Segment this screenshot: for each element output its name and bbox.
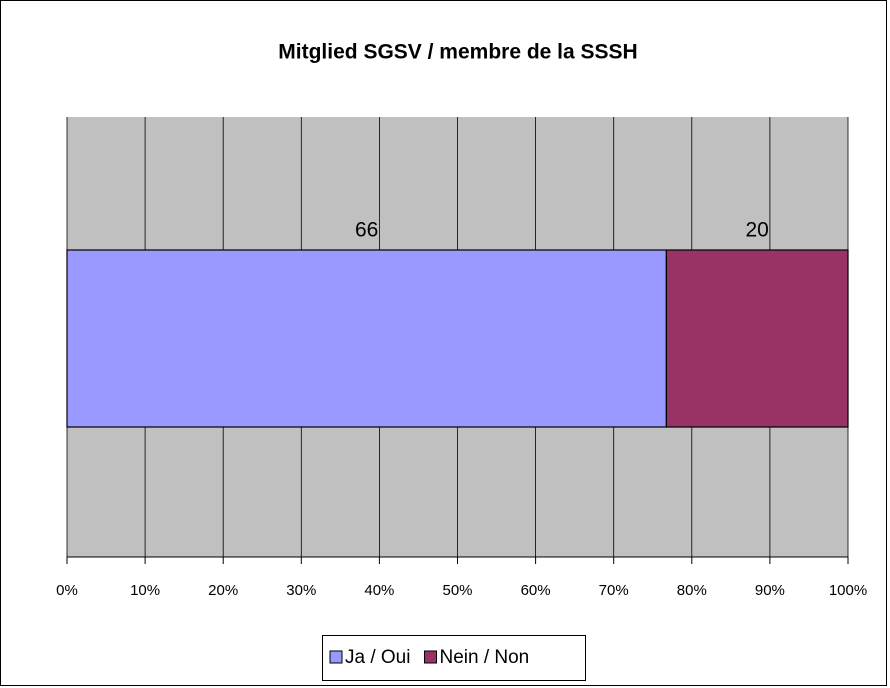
x-tick-label: 60% — [521, 582, 551, 599]
legend-label: Ja / Oui — [345, 647, 410, 668]
x-tick-label: 20% — [208, 582, 238, 599]
x-tick-label: 30% — [286, 582, 316, 599]
x-tick-label: 50% — [442, 582, 472, 599]
legend-swatch — [329, 650, 343, 664]
legend — [322, 635, 586, 681]
x-tick-label: 0% — [56, 582, 78, 599]
data-label: 20 — [746, 219, 769, 242]
x-tick-label: 100% — [829, 582, 867, 599]
bar — [66, 249, 667, 428]
legend-label: Nein / Non — [439, 647, 529, 668]
data-label: 66 — [355, 219, 378, 242]
x-tick-label: 80% — [677, 582, 707, 599]
x-tick-label: 10% — [130, 582, 160, 599]
chart-title: Mitglied SGSV / membre de la SSSH — [278, 41, 637, 64]
x-tick-label: 90% — [755, 582, 785, 599]
legend-swatch — [423, 650, 437, 664]
bar — [665, 249, 849, 428]
x-tick-label: 70% — [599, 582, 629, 599]
x-tick-label: 40% — [364, 582, 394, 599]
